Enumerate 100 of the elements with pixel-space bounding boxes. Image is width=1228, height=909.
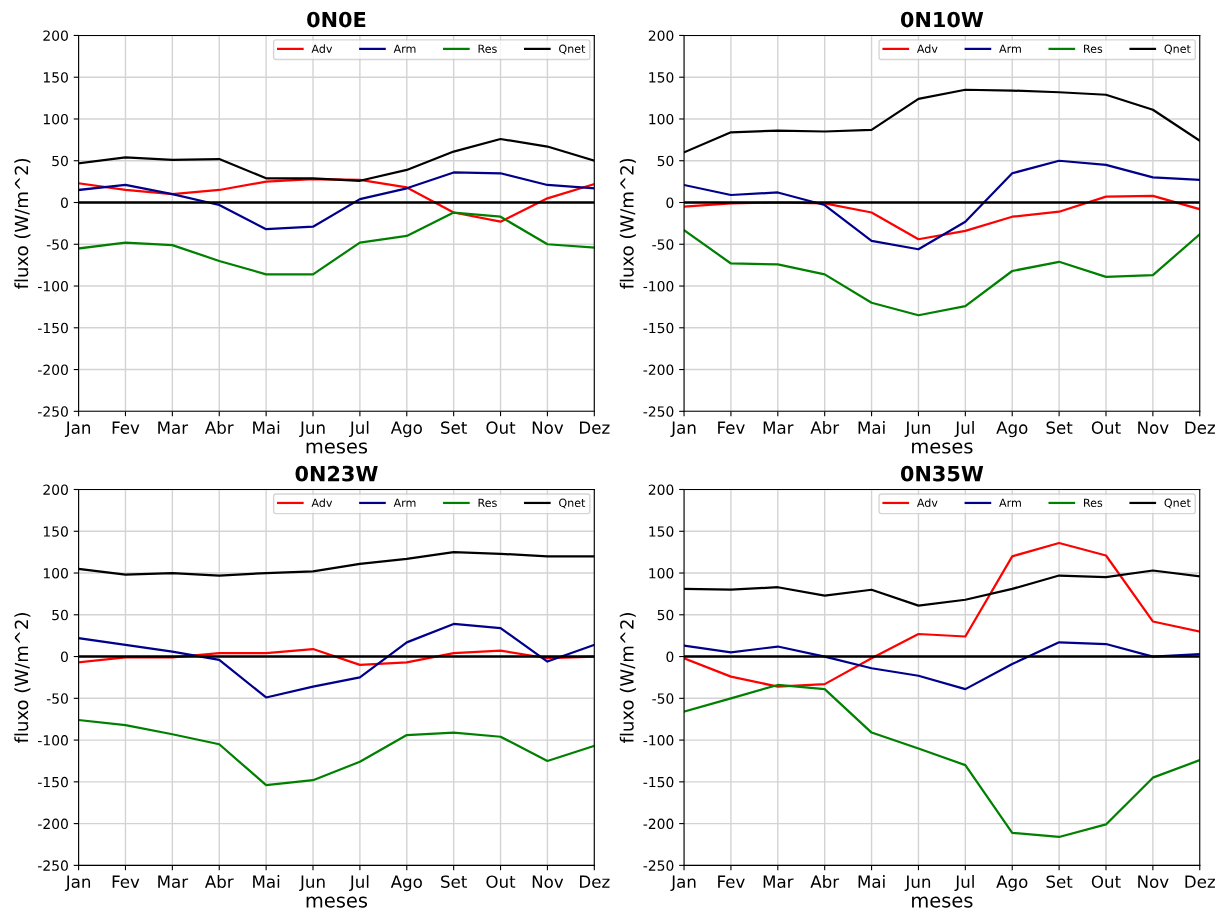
- legend-label: Qnet: [559, 498, 586, 509]
- legend-label: Qnet: [1164, 498, 1191, 509]
- y-tick-label: 50: [657, 609, 674, 621]
- y-axis-title: fluxo (W/m^2): [14, 158, 31, 289]
- legend-label: Res: [478, 498, 497, 507]
- legend-label: Res: [1084, 44, 1103, 53]
- legend-label: Adv: [311, 44, 333, 53]
- legend-label: Adv: [916, 498, 938, 507]
- y-tick-label: 100: [43, 113, 68, 125]
- y-tick-label: -250: [38, 860, 68, 871]
- line-series: [78, 211, 595, 276]
- x-tick-label: Ago: [390, 421, 422, 438]
- line-series: [684, 228, 1200, 317]
- x-tick-label: Ago: [390, 875, 422, 892]
- x-axis-title: meses: [306, 442, 368, 454]
- y-tick-label: 200: [648, 484, 674, 495]
- y-axis-title: fluxo (W/m^2): [619, 613, 636, 743]
- x-tick-label: Abr: [204, 421, 234, 434]
- y-tick-label: 50: [52, 155, 68, 167]
- x-tick-label: Jul: [348, 875, 369, 892]
- x-tick-label: Mar: [158, 421, 189, 434]
- x-tick-label: Set: [1046, 875, 1073, 888]
- line-series: [78, 622, 595, 699]
- y-tick-label: 0: [60, 197, 68, 208]
- y-tick-label: 150: [649, 526, 674, 537]
- x-tick-label: Set: [1046, 421, 1073, 434]
- x-tick-label: Fev: [718, 875, 745, 888]
- x-tick-label: Jan: [670, 875, 696, 892]
- x-tick-label: Jun: [904, 421, 931, 438]
- x-tick-label: Abr: [204, 875, 234, 888]
- legend-label: Res: [1084, 498, 1103, 507]
- y-axis-title: fluxo (W/m^2): [619, 158, 636, 289]
- line-series: [684, 683, 1200, 839]
- legend-label: Arm: [393, 44, 416, 53]
- x-tick-label: Abr: [810, 875, 840, 888]
- y-tick-label: 100: [649, 567, 674, 579]
- y-tick-label: -150: [38, 776, 68, 788]
- line-series: [684, 541, 1200, 688]
- x-tick-label: Jul: [954, 875, 974, 892]
- x-tick-label: Out: [486, 421, 516, 434]
- x-tick-label: Jan: [64, 421, 91, 438]
- legend-label: Arm: [999, 44, 1021, 53]
- y-axis-title: fluxo (W/m^2): [14, 613, 31, 743]
- y-tick-label: 100: [649, 113, 674, 125]
- y-tick-label: -100: [643, 281, 674, 292]
- y-tick-label: -50: [46, 239, 68, 250]
- y-tick-label: 150: [649, 72, 674, 83]
- legend-label: Adv: [311, 498, 333, 507]
- y-tick-label: -100: [38, 281, 68, 292]
- y-tick-label: 100: [43, 567, 68, 579]
- chart-title: 0N35W: [900, 465, 984, 482]
- line-series: [78, 171, 595, 231]
- x-tick-label: Nov: [1138, 875, 1169, 888]
- chart-title: 0N23W: [295, 465, 378, 482]
- x-tick-label: Out: [1091, 421, 1121, 434]
- x-tick-label: Abr: [810, 421, 840, 434]
- x-tick-label: Nov: [532, 875, 564, 888]
- x-tick-label: Jan: [670, 421, 696, 438]
- y-tick-label: -150: [643, 322, 674, 334]
- line-series: [684, 641, 1200, 691]
- x-tick-label: Set: [441, 421, 467, 434]
- x-axis-title: meses: [912, 442, 973, 454]
- legend-label: Qnet: [1164, 44, 1191, 55]
- y-tick-label: -200: [38, 364, 68, 376]
- x-tick-label: Nov: [532, 421, 564, 434]
- line-series: [684, 159, 1200, 251]
- y-tick-label: 50: [52, 609, 68, 621]
- x-tick-label: Mar: [158, 875, 189, 888]
- x-tick-label: Set: [441, 875, 467, 888]
- x-tick-label: Mar: [763, 875, 794, 888]
- x-tick-label: Mai: [253, 421, 280, 434]
- y-tick-label: 200: [648, 30, 674, 41]
- chart-title: 0N0E: [307, 11, 366, 28]
- y-tick-label: -50: [46, 693, 68, 704]
- y-tick-label: 200: [43, 30, 68, 41]
- y-tick-label: 0: [666, 197, 674, 208]
- y-tick-label: -200: [643, 818, 674, 830]
- y-tick-label: -200: [38, 818, 68, 830]
- legend-label: Res: [478, 44, 497, 53]
- x-tick-label: Jun: [904, 875, 931, 892]
- x-tick-label: Jan: [64, 875, 91, 892]
- y-tick-label: -50: [652, 693, 674, 704]
- x-tick-label: Mai: [858, 421, 885, 434]
- y-tick-label: -100: [38, 735, 68, 746]
- y-tick-label: 50: [657, 155, 674, 167]
- x-tick-label: Mar: [763, 421, 794, 434]
- y-tick-label: -100: [643, 735, 674, 746]
- y-tick-label: 0: [60, 651, 68, 663]
- x-tick-label: Ago: [996, 421, 1028, 438]
- x-tick-label: Out: [486, 875, 516, 888]
- y-tick-label: 150: [43, 72, 68, 83]
- x-tick-label: Out: [1091, 875, 1121, 888]
- x-tick-label: Jun: [299, 875, 325, 892]
- x-tick-label: Ago: [996, 875, 1028, 892]
- y-tick-label: 150: [43, 526, 68, 537]
- x-tick-label: Mai: [253, 875, 280, 888]
- legend-label: Arm: [999, 498, 1021, 507]
- x-axis-title: meses: [306, 896, 368, 908]
- x-tick-label: Dez: [1185, 421, 1215, 434]
- line-series: [78, 178, 595, 223]
